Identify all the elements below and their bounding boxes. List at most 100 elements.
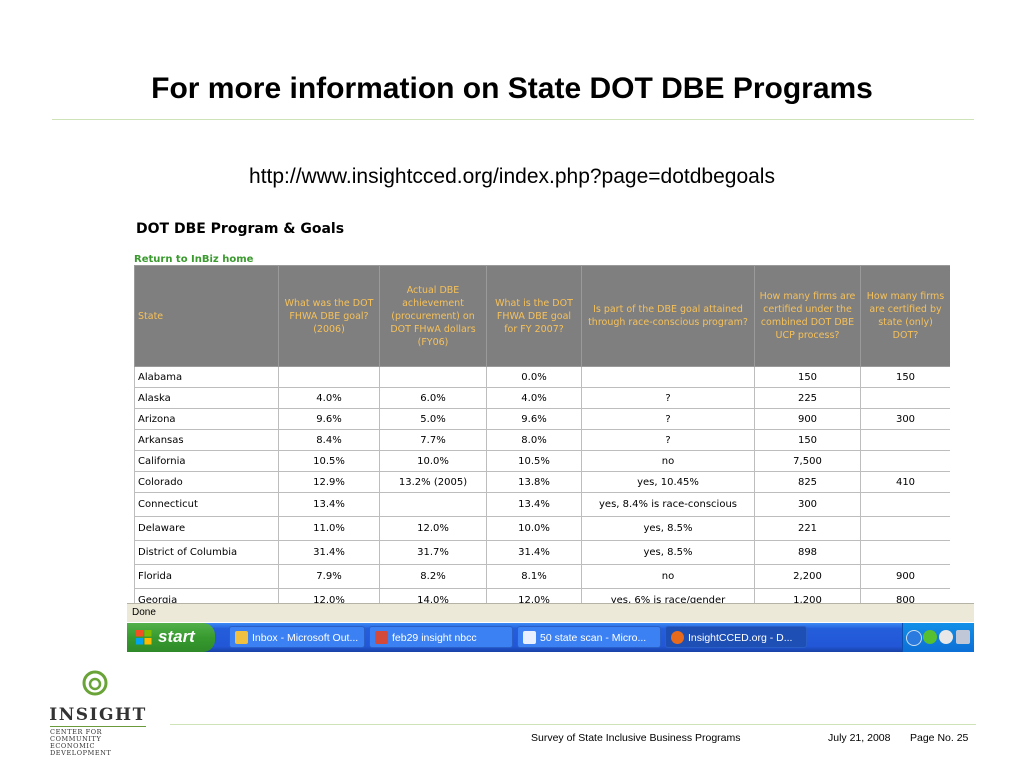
table-cell: ? <box>581 408 755 430</box>
state-cell: Delaware <box>134 516 279 541</box>
table-cell: 12.0% <box>278 588 380 603</box>
table-cell: 9.6% <box>278 408 380 430</box>
table-cell: 13.8% <box>486 471 582 493</box>
windows-logo-icon <box>136 630 152 645</box>
footer-divider <box>170 724 976 725</box>
table-cell: 10.5% <box>278 450 380 472</box>
table-cell <box>860 516 950 541</box>
messenger-icon[interactable] <box>923 630 937 644</box>
table-cell: 800 <box>860 588 950 603</box>
status-text: Done <box>132 607 156 618</box>
document-icon <box>375 631 388 644</box>
table-cell: 10.0% <box>486 516 582 541</box>
system-tray <box>902 623 974 652</box>
table-cell: 410 <box>860 471 950 493</box>
table-cell: no <box>581 564 755 589</box>
table-row: Alabama 0.0% 150 150 <box>134 366 950 388</box>
state-cell: California <box>134 450 279 472</box>
table-cell <box>581 366 755 388</box>
table-cell: 12.0% <box>379 516 487 541</box>
table-cell <box>860 450 950 472</box>
column-header: Actual DBE achievement (procurement) on … <box>379 265 487 367</box>
table-cell: 221 <box>754 516 861 541</box>
table-cell: 31.4% <box>486 540 582 565</box>
table-cell: yes, 8.4% is race-conscious <box>581 492 755 517</box>
logo-tagline: CENTER FOR COMMUNITY ECONOMIC DEVELOPMEN… <box>50 729 148 757</box>
taskbar-item-label: InsightCCED.org - D... <box>688 632 793 644</box>
footer-date: July 21, 2008 <box>828 732 891 744</box>
footer-page-number: Page No. 25 <box>910 732 969 744</box>
table-cell: 13.4% <box>486 492 582 517</box>
start-button[interactable]: start <box>127 623 215 652</box>
table-cell: 12.9% <box>278 471 380 493</box>
table-row: District of Columbia 31.4% 31.7% 31.4% y… <box>134 540 950 565</box>
state-cell: Florida <box>134 564 279 589</box>
table-cell: 10.0% <box>379 450 487 472</box>
column-header: What is the DOT FHWA DBE goal for FY 200… <box>486 265 582 367</box>
table-cell: 12.0% <box>486 588 582 603</box>
table-cell: ? <box>581 387 755 409</box>
table-cell: yes, 6% is race/gender <box>581 588 755 603</box>
table-cell: 13.2% (2005) <box>379 471 487 493</box>
taskbar-item-spreadsheet[interactable]: 50 state scan - Micro... <box>517 626 661 648</box>
return-link[interactable]: Return to InBiz home <box>134 254 254 265</box>
page-heading: DOT DBE Program & Goals <box>136 221 345 237</box>
insight-logo: INSIGHT CENTER FOR COMMUNITY ECONOMIC DE… <box>48 670 148 757</box>
table-cell <box>278 366 380 388</box>
insight-swirl-icon <box>82 670 108 696</box>
table-cell <box>379 492 487 517</box>
browser-screenshot: DOT DBE Program & Goals Return to InBiz … <box>127 211 974 652</box>
network-icon[interactable] <box>939 630 953 644</box>
back-arrow-icon[interactable] <box>906 630 922 646</box>
table-row: Arkansas 8.4% 7.7% 8.0% ? 150 <box>134 429 950 451</box>
state-cell: Connecticut <box>134 492 279 517</box>
table-cell: yes, 8.5% <box>581 540 755 565</box>
table-cell: 5.0% <box>379 408 487 430</box>
table-cell: 900 <box>754 408 861 430</box>
table-cell: 150 <box>860 366 950 388</box>
logo-tagline-line: ECONOMIC DEVELOPMENT <box>50 742 112 757</box>
table-cell: 31.4% <box>278 540 380 565</box>
table-row: Florida 7.9% 8.2% 8.1% no 2,200 900 <box>134 564 950 589</box>
table-cell: yes, 8.5% <box>581 516 755 541</box>
column-header: State <box>134 265 279 367</box>
table-row: Alaska 4.0% 6.0% 4.0% ? 225 <box>134 387 950 409</box>
taskbar-item-browser[interactable]: InsightCCED.org - D... <box>665 626 807 648</box>
table-cell: 4.0% <box>278 387 380 409</box>
logo-divider <box>50 726 146 727</box>
table-cell: 300 <box>754 492 861 517</box>
table-cell: ? <box>581 429 755 451</box>
table-cell: 8.1% <box>486 564 582 589</box>
taskbar-item-outlook[interactable]: Inbox - Microsoft Out... <box>229 626 365 648</box>
table-cell: 0.0% <box>486 366 582 388</box>
table-cell: no <box>581 450 755 472</box>
taskbar-item-label: feb29 insight nbcc <box>392 632 477 644</box>
table-row: Colorado 12.9% 13.2% (2005) 13.8% yes, 1… <box>134 471 950 493</box>
table-cell: 225 <box>754 387 861 409</box>
taskbar-item-label: 50 state scan - Micro... <box>540 632 647 644</box>
table-cell: 2,200 <box>754 564 861 589</box>
start-label: start <box>158 627 195 646</box>
table-cell <box>860 540 950 565</box>
goals-table: State What was the DOT FHWA DBE goal? (2… <box>134 265 950 603</box>
table-cell <box>860 429 950 451</box>
table-header-row: State What was the DOT FHWA DBE goal? (2… <box>134 265 950 367</box>
table-cell: 7,500 <box>754 450 861 472</box>
column-header: What was the DOT FHWA DBE goal? (2006) <box>278 265 380 367</box>
firefox-icon <box>671 631 684 644</box>
table-cell <box>860 492 950 517</box>
taskbar-item-document[interactable]: feb29 insight nbcc <box>369 626 513 648</box>
table-cell: 7.7% <box>379 429 487 451</box>
source-url: http://www.insightcced.org/index.php?pag… <box>249 165 775 188</box>
table-row: Connecticut 13.4% 13.4% yes, 8.4% is rac… <box>134 492 950 517</box>
taskbar-item-label: Inbox - Microsoft Out... <box>252 632 359 644</box>
outlook-icon <box>235 631 248 644</box>
table-cell: 300 <box>860 408 950 430</box>
state-cell: District of Columbia <box>134 540 279 565</box>
table-row: Arizona 9.6% 5.0% 9.6% ? 900 300 <box>134 408 950 430</box>
display-icon[interactable] <box>956 630 970 644</box>
state-cell: Alabama <box>134 366 279 388</box>
table-cell <box>860 387 950 409</box>
table-row: California 10.5% 10.0% 10.5% no 7,500 <box>134 450 950 472</box>
table-cell: yes, 10.45% <box>581 471 755 493</box>
